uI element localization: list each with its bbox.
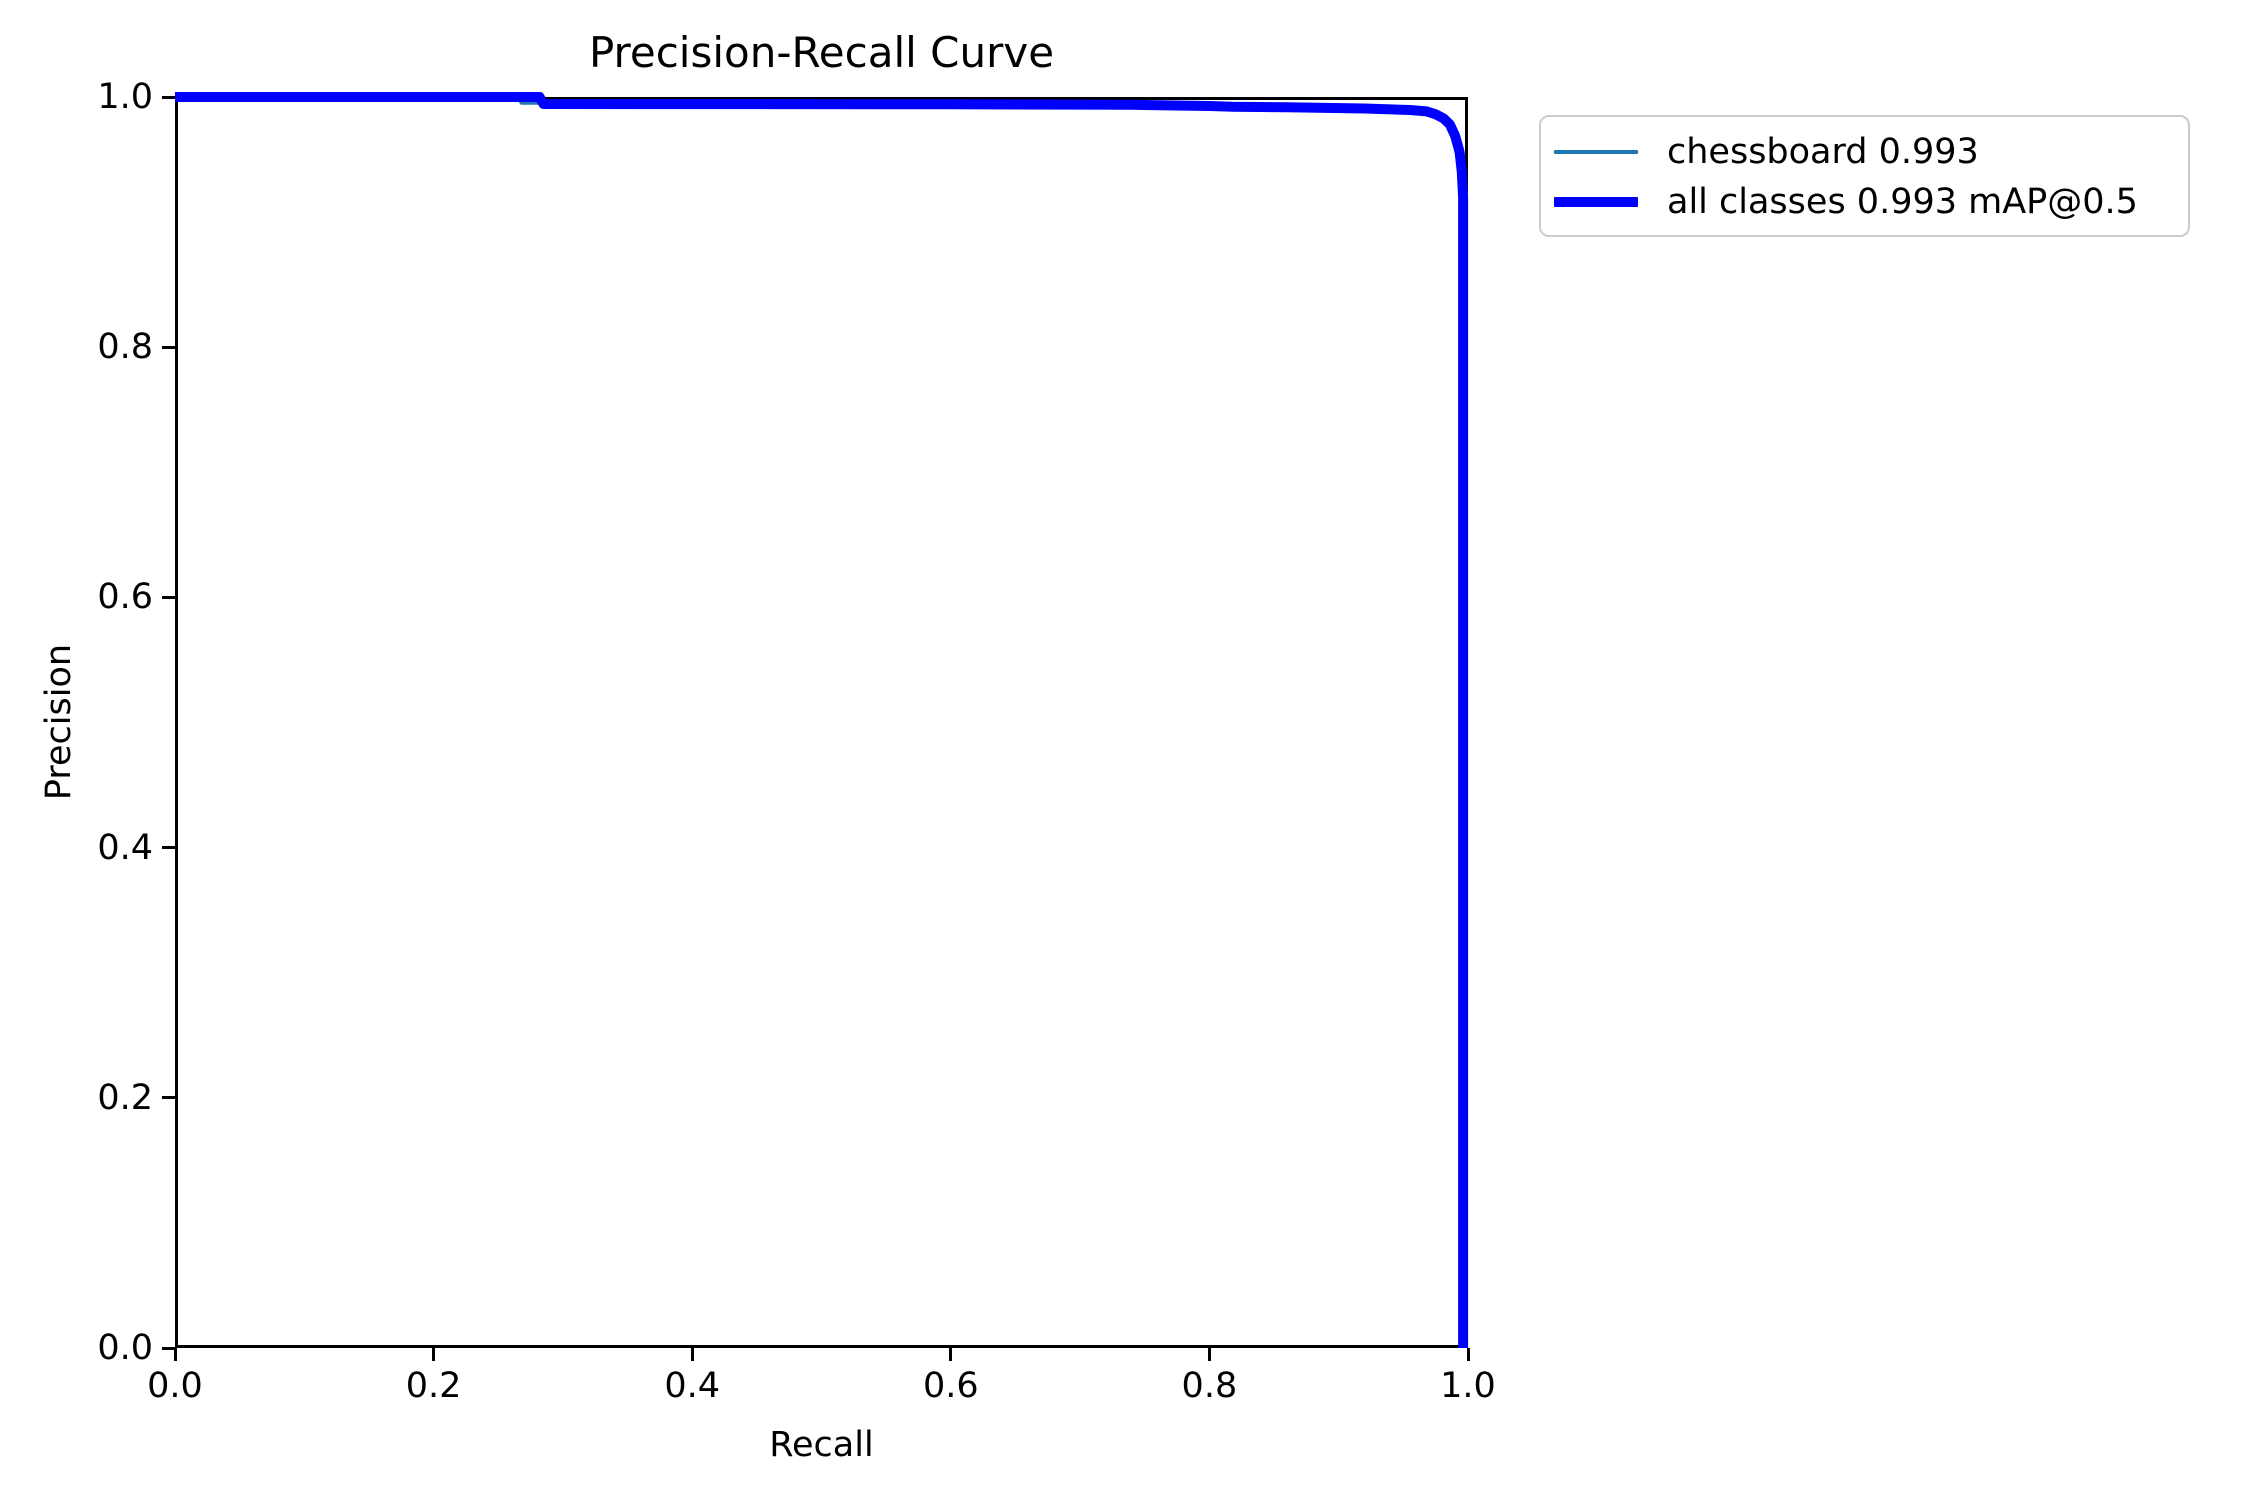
pr-curve-all-classes xyxy=(175,92,1469,1348)
x-tick-label: 0.6 xyxy=(922,1366,979,1406)
y-tick-mark xyxy=(162,1096,175,1100)
y-tick-mark xyxy=(162,846,175,850)
legend-label-chessboard: chessboard 0.993 xyxy=(1667,132,1979,172)
y-tick-label: 0.8 xyxy=(97,327,153,368)
y-tick-label: 0.2 xyxy=(97,1077,153,1118)
x-tick-mark xyxy=(432,1348,436,1361)
x-tick-label: 1.0 xyxy=(1440,1366,1496,1406)
x-axis-label: Recall xyxy=(769,1425,874,1465)
legend-box: chessboard 0.993 all classes 0.993 mAP@0… xyxy=(1539,115,2190,237)
y-tick-label: 0.0 xyxy=(97,1328,153,1368)
x-tick-mark xyxy=(949,1348,953,1361)
pr-curve-chessboard xyxy=(175,95,1465,1348)
y-axis-label: Precision xyxy=(39,643,79,801)
x-tick-label: 0.2 xyxy=(405,1366,462,1406)
y-tick-label: 0.4 xyxy=(97,827,153,868)
y-tick-label: 1.0 xyxy=(97,77,153,117)
legend-label-all-classes: all classes 0.993 mAP@0.5 xyxy=(1667,182,2138,222)
curves-layer xyxy=(175,92,1469,1348)
y-tick-mark xyxy=(162,1346,175,1350)
plot-area xyxy=(175,97,1468,1348)
x-tick-label: 0.4 xyxy=(664,1366,721,1406)
x-tick-mark xyxy=(173,1348,177,1361)
x-tick-label: 0.0 xyxy=(147,1366,203,1406)
y-tick-mark xyxy=(162,595,175,599)
all-classes-line-swatch xyxy=(1554,197,1638,207)
legend-item-chessboard: chessboard 0.993 xyxy=(1554,127,2188,177)
x-tick-label: 0.8 xyxy=(1181,1366,1238,1406)
x-tick-mark xyxy=(1466,1348,1470,1361)
y-tick-label: 0.6 xyxy=(97,577,153,618)
legend-item-all-classes: all classes 0.993 mAP@0.5 xyxy=(1554,177,2188,227)
y-tick-mark xyxy=(162,345,175,349)
chessboard-line-swatch xyxy=(1554,150,1638,154)
x-tick-mark xyxy=(690,1348,694,1361)
y-tick-mark xyxy=(162,95,175,99)
x-tick-mark xyxy=(1207,1348,1211,1361)
chart-title: Precision-Recall Curve xyxy=(588,28,1055,77)
